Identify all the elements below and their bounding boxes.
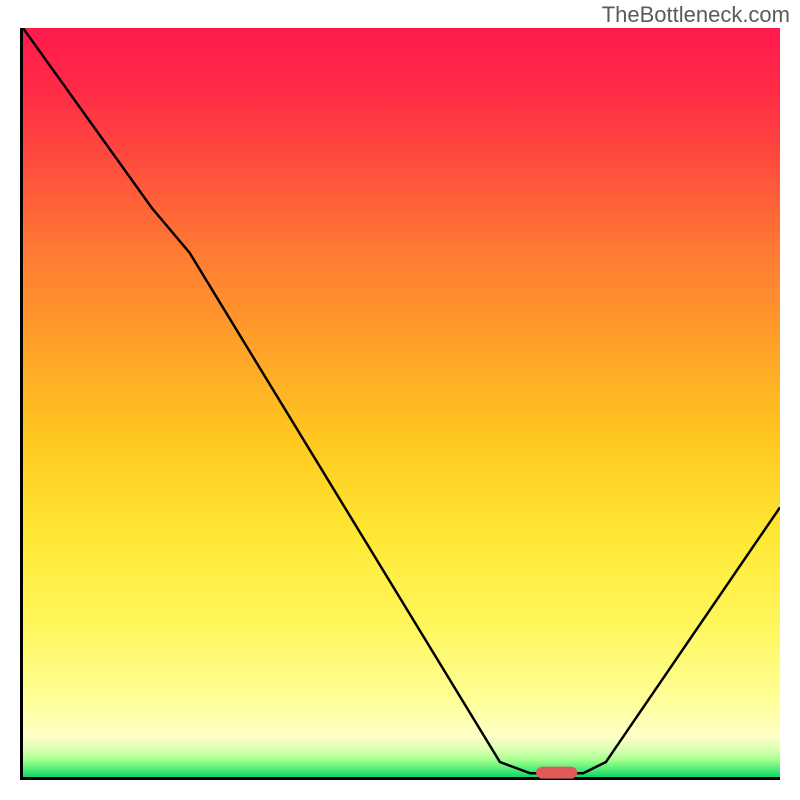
chart-marker [536,766,578,779]
chart-plot-area [20,28,780,780]
watermark-text: TheBottleneck.com [602,2,790,28]
chart-curve [23,28,780,777]
